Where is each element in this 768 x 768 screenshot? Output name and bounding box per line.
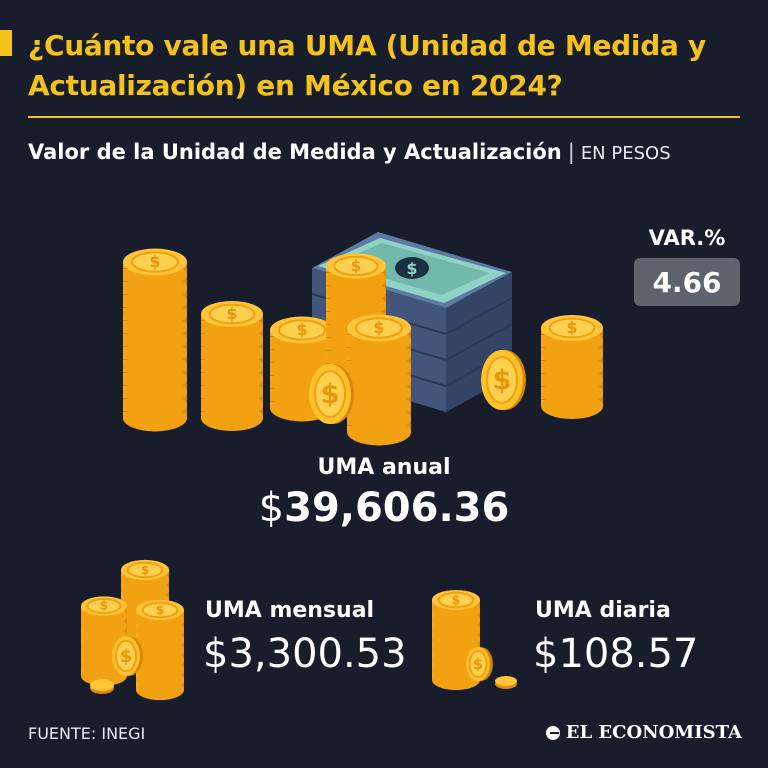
daily-uma-label: UMA diaria [535, 598, 671, 623]
svg-text:$: $ [373, 318, 384, 337]
annual-currency-symbol: $ [258, 485, 285, 531]
svg-text:$: $ [566, 318, 577, 337]
subtitle-separator: | [567, 140, 575, 164]
variation-value-badge: 4.66 [634, 258, 740, 306]
title-divider [28, 116, 740, 118]
coin-stack-icon: $ [136, 599, 184, 701]
money-illustration: $ $ $ $ $ $ $ $ $ [123, 232, 603, 446]
title-accent-bar [0, 30, 12, 56]
unit-label: EN PESOS [580, 143, 671, 164]
coin-icon: $ [466, 647, 493, 681]
coin-stack-icon: $ [81, 596, 127, 686]
monthly-uma-value: $3,300.53 [203, 631, 407, 677]
svg-text:$: $ [141, 563, 149, 577]
variation-label: VAR.% [648, 226, 726, 250]
coin-icon: $ [112, 636, 143, 676]
brand-logo: EL ECONOMISTA [545, 722, 742, 743]
coin-stack-icon: $ [541, 314, 603, 420]
svg-text:$: $ [296, 320, 307, 339]
annual-uma-value: $39,606.36 [0, 484, 768, 532]
page-title: ¿Cuánto vale una UMA (Unidad de Medida y… [28, 29, 706, 102]
monthly-uma-label: UMA mensual [205, 598, 375, 623]
svg-text:$: $ [226, 304, 237, 323]
daily-coin-stack-icon: $$ [432, 590, 517, 690]
coin-stack-icon: $ [201, 300, 263, 432]
coin-stack-icon: $ [347, 314, 411, 446]
svg-text:$: $ [321, 379, 340, 410]
svg-text:$: $ [149, 252, 160, 271]
svg-text:$: $ [452, 593, 460, 607]
svg-text:$: $ [100, 599, 108, 613]
svg-text:$: $ [351, 257, 361, 275]
svg-text:$: $ [493, 365, 512, 396]
coin-icon: $ [309, 364, 354, 424]
source-note: FUENTE: INEGI [28, 724, 146, 743]
svg-text:$: $ [156, 603, 164, 617]
coin-icon [90, 679, 114, 694]
coin-icon [495, 676, 517, 689]
coin-stack-icon: $ [123, 248, 187, 432]
chart-subtitle: Valor de la Unidad de Medida y Actualiza… [28, 137, 748, 169]
monthly-coin-stack-icon: $ $ $ $ [81, 559, 184, 701]
coin-icon: $ [481, 350, 526, 410]
subtitle-text: Valor de la Unidad de Medida y Actualiza… [28, 140, 562, 164]
brand-name: EL ECONOMISTA [565, 722, 742, 743]
brand-logo-icon [545, 725, 560, 740]
svg-text:$: $ [406, 259, 417, 278]
svg-text:$: $ [120, 646, 133, 667]
svg-text:$: $ [473, 655, 483, 673]
annual-amount: 39,606.36 [284, 485, 510, 531]
annual-uma-label: UMA anual [317, 455, 451, 480]
daily-uma-value: $108.57 [533, 631, 699, 677]
